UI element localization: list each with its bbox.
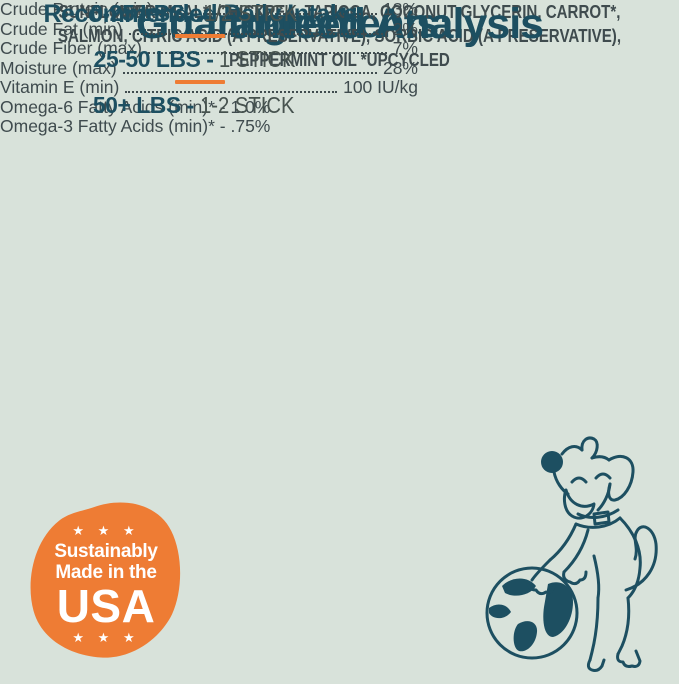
intake-amount: 1/2 STICK — [203, 0, 298, 26]
daily-intake-list: 0-25 LBS -1/2 STICK 25-50 LBS -1 STICK 5… — [0, 0, 400, 126]
daily-intake-title: Recommended Daily Intake — [43, 0, 357, 28]
intake-weight: 25-50 LBS - — [93, 46, 214, 72]
dotted-leader — [147, 52, 387, 54]
analysis-label: Vitamin E (min) — [0, 77, 120, 97]
badge-usa-text: USA — [56, 580, 156, 632]
orange-divider — [175, 34, 225, 38]
analysis-row: Crude Fat (min) 2% — [0, 18, 418, 40]
intake-amount: 1-2 STICK — [199, 92, 295, 118]
analysis-row: Crude Protein (min) 13% — [0, 0, 418, 20]
analysis-value: 7% — [392, 38, 418, 58]
ingredient-line: SUNFLOWER MEAL*, CHICKPEA, TAPIOCA, COCO… — [58, 2, 621, 22]
badge-line-sustainably: Sustainably — [54, 541, 158, 562]
analysis-label: Omega-6 Fatty Acids (min)* - 1.0% — [0, 96, 271, 117]
analysis-row: Omega-3 Fatty Acids (min)* - .75% — [0, 116, 418, 137]
intake-amount: 1 STICK — [219, 46, 296, 72]
ingredients-title: Ingredients: — [228, 0, 452, 46]
dog-globe-illustration — [476, 434, 676, 679]
dotted-leader — [128, 32, 387, 35]
analysis-value: 100 IU/kg — [343, 77, 418, 97]
intake-row: 50+ LBS -1-2 STICK — [0, 92, 400, 119]
badge-stars-top: ★ ★ ★ — [72, 523, 140, 538]
guaranteed-analysis-table: Crude Protein (min) 13% Crude Fat (min) … — [0, 0, 418, 137]
dog-globe-drawing — [485, 436, 658, 672]
orange-divider — [175, 80, 225, 84]
analysis-label: Moisture (max) — [0, 57, 117, 78]
ingredients-list: SUNFLOWER MEAL*, CHICKPEA, TAPIOCA, COCO… — [0, 0, 679, 72]
badge-blob-shape — [30, 502, 181, 658]
analysis-label: Crude Fiber (max) — [0, 38, 142, 58]
analysis-row: Vitamin E (min) 100 IU/kg — [0, 77, 418, 98]
ingredient-line: PEPPERMINT OIL *UPCYCLED — [229, 50, 450, 70]
dotted-leader — [122, 71, 377, 74]
globe-icon — [485, 566, 579, 660]
guaranteed-analysis-title: Guaranteed Analysis — [135, 0, 544, 48]
analysis-row: Crude Fiber (max) 7% — [0, 38, 418, 59]
analysis-value: 28% — [382, 57, 418, 78]
ingredient-line: SALMON, CITRIC ACID (A PRESERVATIVE), SO… — [57, 26, 622, 46]
intake-row: 25-50 LBS -1 STICK — [0, 46, 400, 84]
intake-row: 0-25 LBS -1/2 STICK — [0, 0, 400, 38]
analysis-label: Crude Fat (min) — [0, 18, 123, 39]
usa-badge: ★ ★ ★ Sustainably Made in the USA ★ ★ ★ — [22, 500, 190, 664]
analysis-label: Omega-3 Fatty Acids (min)* - .75% — [0, 116, 271, 136]
dog-nose-icon — [541, 451, 563, 473]
badge-text: ★ ★ ★ Sustainably Made in the USA ★ ★ ★ — [22, 500, 190, 664]
analysis-row: Omega-6 Fatty Acids (min)* - 1.0% — [0, 96, 418, 118]
intake-weight: 0-25 LBS - — [90, 0, 198, 26]
intake-weight: 50+ LBS - — [92, 92, 194, 118]
analysis-value: 2% — [392, 18, 418, 39]
dog-icon — [526, 436, 658, 672]
badge-line-made-in-the: Made in the — [55, 562, 157, 583]
dotted-leader — [158, 13, 377, 15]
analysis-value: 13% — [382, 0, 418, 19]
analysis-row: Moisture (max) 28% — [0, 57, 418, 79]
analysis-label: Crude Protein (min) — [0, 0, 153, 19]
dotted-leader — [125, 91, 338, 93]
badge-stars-bottom: ★ ★ ★ — [72, 630, 140, 645]
